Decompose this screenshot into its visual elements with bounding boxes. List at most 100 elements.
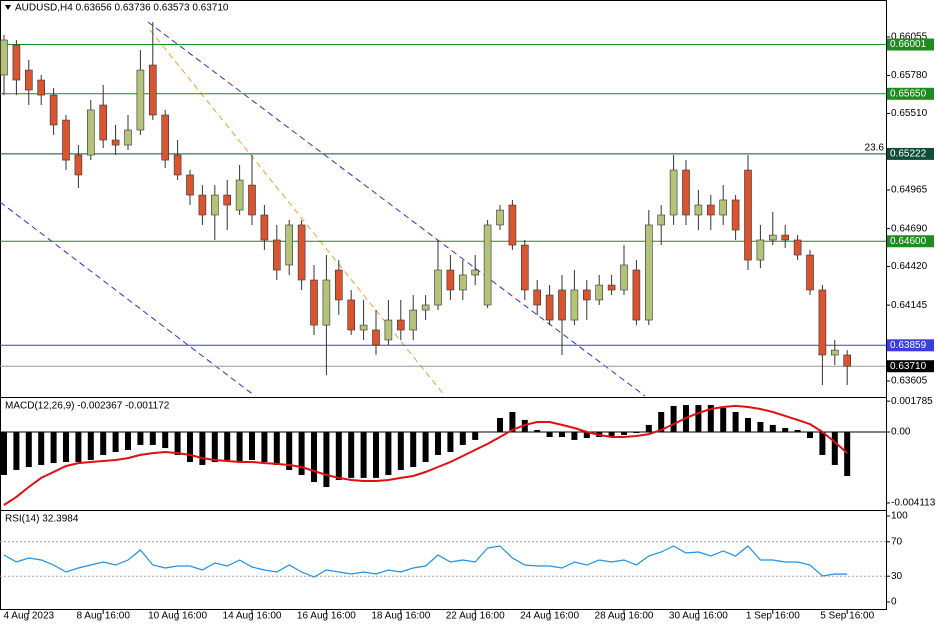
macd-bar	[410, 431, 417, 468]
macd-bar	[211, 431, 218, 463]
macd-bar	[844, 431, 851, 477]
macd-bar	[125, 431, 131, 450]
candle-body	[49, 94, 58, 126]
candle-body	[12, 44, 21, 81]
candle-body	[111, 139, 120, 146]
candle-body	[186, 174, 194, 196]
macd-bar	[199, 431, 206, 465]
macd-bar	[348, 431, 355, 478]
rsi-line	[3, 545, 848, 578]
macd-bar	[769, 424, 776, 432]
candle-body	[558, 289, 566, 321]
candle-body	[644, 224, 653, 321]
macd-bar	[782, 428, 789, 432]
candle-body	[198, 194, 207, 216]
candle-body	[843, 354, 852, 367]
level-label-box	[887, 339, 934, 352]
candle-body	[310, 279, 318, 326]
macd-bar	[100, 431, 107, 455]
candle-body	[793, 239, 802, 256]
y-tick-label: 0.64965	[891, 185, 928, 196]
macd-bar	[707, 405, 714, 432]
candle-body	[74, 154, 83, 176]
macd-bar	[397, 431, 404, 470]
macd-bar	[447, 431, 454, 453]
level-label-box	[887, 360, 934, 373]
candle-body	[384, 319, 393, 341]
macd-bar	[807, 431, 813, 439]
level-label-box	[887, 235, 934, 248]
macd-bar	[112, 431, 119, 453]
y-tick-label: 0.001785	[891, 396, 933, 407]
trendlines	[0, 21, 646, 397]
candle-body	[756, 239, 765, 261]
trendline	[149, 29, 446, 397]
candle-body	[24, 69, 33, 91]
level-label: 0.63859	[890, 340, 927, 351]
macd-bar	[559, 431, 565, 438]
macd-bar	[174, 431, 181, 455]
macd-bar	[187, 431, 193, 463]
macd-bar	[311, 431, 317, 483]
macd-bar	[546, 431, 553, 438]
candle-body	[545, 294, 554, 321]
macd-bar	[261, 431, 268, 463]
macd-bar	[162, 431, 169, 449]
x-tick-label: 8 Aug 16:00	[77, 611, 131, 622]
candle-body	[682, 169, 690, 216]
candle-body	[768, 234, 777, 241]
macd-bar	[757, 421, 764, 432]
macd-bar	[75, 431, 82, 463]
candle-body	[446, 269, 455, 291]
candle-body	[620, 264, 628, 291]
candle-body	[595, 284, 604, 301]
macd-bar	[658, 411, 665, 432]
x-tick-label: 1 Sep 16:00	[746, 611, 800, 622]
candle-body	[458, 274, 467, 291]
macd-bar	[25, 431, 32, 468]
symbol-menu-arrow[interactable]	[5, 5, 11, 10]
macd-bar	[224, 431, 231, 460]
candle-body	[694, 204, 703, 216]
candle-body	[124, 129, 132, 146]
rsi-title: RSI(14) 32.3984	[5, 514, 79, 525]
macd-bar	[571, 431, 578, 440]
x-tick-label: 18 Aug 16:00	[371, 611, 430, 622]
level-label: 0.65222	[890, 149, 927, 160]
candle-body	[372, 329, 380, 346]
macd-title: MACD(12,26,9) -0.002367 -0.001172	[5, 401, 170, 412]
macd-bar	[745, 418, 751, 432]
macd-bar	[633, 431, 640, 434]
macd-bar	[497, 418, 503, 432]
macd-bar	[732, 411, 739, 432]
candle-body	[211, 194, 219, 216]
macd-bar	[50, 431, 57, 464]
level-label-box	[887, 87, 934, 100]
y-tick-label: -0.004113	[891, 498, 936, 509]
candle-body	[830, 349, 839, 356]
x-tick-label: 10 Aug 16:00	[148, 611, 207, 622]
candle-body	[744, 169, 752, 261]
macd-bar	[435, 431, 441, 455]
candle-body	[806, 254, 814, 291]
macd-bar	[819, 431, 826, 455]
macd-bar	[608, 431, 615, 436]
candle-body	[632, 269, 641, 321]
macd-bar	[645, 424, 652, 432]
candle-body	[62, 119, 70, 161]
candle-body	[173, 154, 182, 176]
macd-bar	[137, 431, 144, 445]
candle-body	[607, 284, 616, 291]
candle-body	[582, 289, 591, 301]
macd-bar	[63, 431, 69, 463]
candle-body	[161, 114, 169, 161]
macd-bar	[149, 431, 156, 445]
level-label: 0.65650	[890, 88, 927, 99]
candle-body	[136, 69, 145, 131]
y-tick-label: 0.64145	[891, 300, 928, 311]
candle-body	[533, 289, 542, 306]
candle-body	[347, 299, 356, 331]
macd-bar	[831, 431, 838, 465]
y-tick-label: 70	[891, 536, 903, 547]
